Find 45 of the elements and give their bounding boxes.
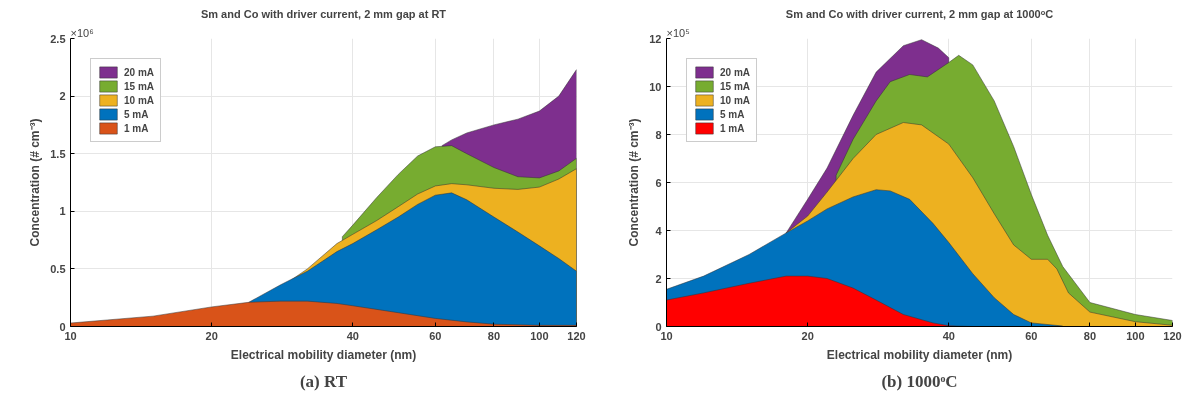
x-tick-label: 60	[1025, 329, 1038, 342]
text: (a) RT	[299, 371, 348, 391]
x-tick-label: 40	[942, 329, 955, 342]
y-tick-label: 0	[59, 320, 66, 333]
x-tick-label: 120	[1163, 329, 1182, 342]
x-tick-label: 40	[346, 329, 359, 342]
y-tick-label: 0.5	[50, 262, 66, 275]
y-tick-label: 1.5	[50, 147, 66, 160]
x-tick-label: 100	[530, 329, 549, 342]
x-tick-label: 60	[429, 329, 442, 342]
legend-label: 15 mA	[124, 79, 155, 93]
x-tick-label: 80	[1083, 329, 1097, 342]
x-axis-title: Electrical mobility diameter (nm)	[230, 347, 417, 362]
text: ×10⁶	[70, 26, 94, 39]
y-axis-title: Concentration (# cm⁻³)	[28, 118, 43, 247]
y-tick-label: 0	[655, 320, 662, 333]
text: (b) 1000ᵒC	[881, 371, 958, 391]
y-tick-label: 10	[649, 80, 662, 93]
y-tick-label: 4	[655, 224, 663, 237]
legend-label: 5 mA	[124, 107, 149, 121]
annotation: ×10⁵	[666, 26, 690, 39]
y-tick-label: 8	[655, 128, 662, 141]
legend-label: 20 mA	[720, 65, 751, 79]
legend-label: 15 mA	[720, 79, 751, 93]
x-tick-label: 20	[205, 329, 218, 342]
legend-label: 20 mA	[124, 65, 155, 79]
legend-label: 10 mA	[124, 93, 155, 107]
legend-label: 10 mA	[720, 93, 751, 107]
x-tick-label: 80	[487, 329, 501, 342]
chart-title: Sm and Co with driver current, 2 mm gap at 1000ᵒC	[785, 7, 1054, 20]
y-tick-label: 1	[59, 205, 66, 218]
x-tick-label: 100	[1126, 329, 1145, 342]
x-tick-label: 20	[801, 329, 814, 342]
legend-label: 1 mA	[720, 121, 745, 135]
chart-title: Sm and Co with driver current, 2 mm gap at RT	[200, 7, 447, 20]
x-tick-label: 120	[567, 329, 586, 342]
x-axis-title: Electrical mobility diameter (nm)	[826, 347, 1013, 362]
y-tick-label: 12	[649, 32, 662, 45]
y-axis-title: Concentration (# cm⁻³)	[627, 118, 642, 247]
y-tick-label: 2	[655, 272, 662, 285]
legend-label: 1 mA	[124, 121, 149, 135]
y-tick-label: 6	[655, 176, 662, 189]
legend-label: 5 mA	[720, 107, 745, 121]
y-tick-label: 2	[59, 90, 66, 103]
y-tick-label: 2.5	[50, 32, 66, 45]
